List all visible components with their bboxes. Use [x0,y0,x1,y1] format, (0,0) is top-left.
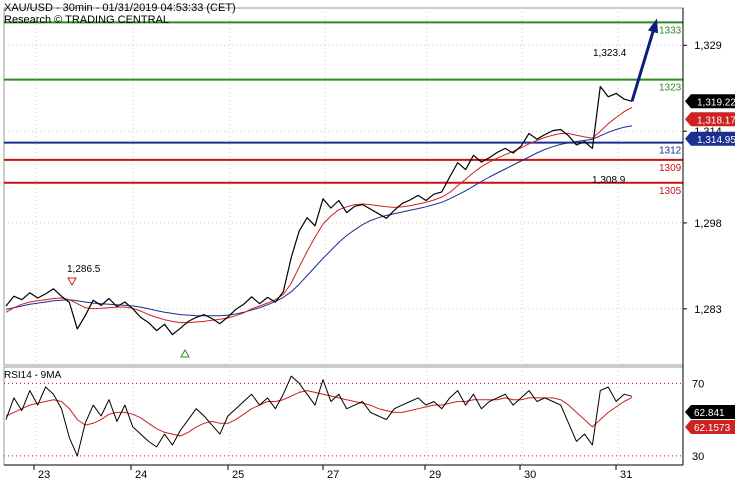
y-tick-label: 1,298 [694,218,722,230]
rsi-tick-label: 30 [692,451,704,463]
ma-fast-line [5,106,633,324]
projection-arrowhead [648,18,658,34]
annotation-label: 1,323.4 [593,48,627,59]
rsi-line [5,375,633,457]
level-label-1333: 1333 [659,25,682,36]
chart-subtitle: Research © TRADING CENTRAL [4,14,169,26]
projection-arrow [630,27,656,102]
overlay: XAU/USD - 30min - 01/31/2019 04:53:33 (C… [4,2,236,381]
chart-title: XAU/USD - 30min - 01/31/2019 04:53:33 (C… [4,2,236,14]
price-tag-last: 1,319.22 [685,94,735,109]
x-tick-label: 29 [429,469,441,480]
price-pane: 1,3291,3141,2981,28313331323131213091305… [3,7,735,366]
x-tick-label: 24 [135,469,147,480]
price-line [5,85,633,336]
level-label-1305: 1305 [659,186,682,197]
rsi-label: RSI14 - 9MA [4,370,62,381]
rsi-tag-rsi_ma: 62.1573 [685,420,735,434]
rsi-tag-rsi: 62.841 [685,405,735,419]
rsi-tick-label: 70 [692,378,704,390]
rsi-tag-box [685,405,735,419]
price-tag-text: 1,319.22 [697,97,735,108]
level-label-1312: 1312 [659,146,682,157]
annotation-label: 1,286.5 [67,264,101,275]
price-tag-ma_slow: 1,314.95 [685,131,735,146]
price-tag-box [685,131,735,146]
x-tick-label: 25 [232,469,244,480]
ma-slow-line [5,125,633,317]
trough-marker [180,348,190,358]
level-label-1309: 1309 [659,163,682,174]
x-tick-label: 30 [524,469,536,480]
price-tag-box [685,94,735,109]
rsi-tag-box [685,420,735,434]
rsi-tag-text: 62.1573 [694,423,731,434]
price-tag-box [685,112,735,127]
x-tick-label: 23 [38,469,50,480]
x-axis: 23 24 25 27 29 30 31 [4,8,684,481]
price-tag-text: 1,314.95 [697,135,735,146]
x-tick-label: 31 [620,469,632,480]
y-tick-label: 1,329 [694,40,722,52]
level-label-1323: 1323 [659,83,682,94]
y-tick-label: 1,283 [694,304,722,316]
peak-marker [67,277,77,287]
price-tag-text: 1,318.17 [697,115,735,126]
annotation-label: 1,308.9 [592,175,626,186]
price-tag-ma_fast: 1,318.17 [685,112,735,127]
rsi-tag-text: 62.841 [694,408,725,419]
x-tick-label: 27 [327,469,339,480]
